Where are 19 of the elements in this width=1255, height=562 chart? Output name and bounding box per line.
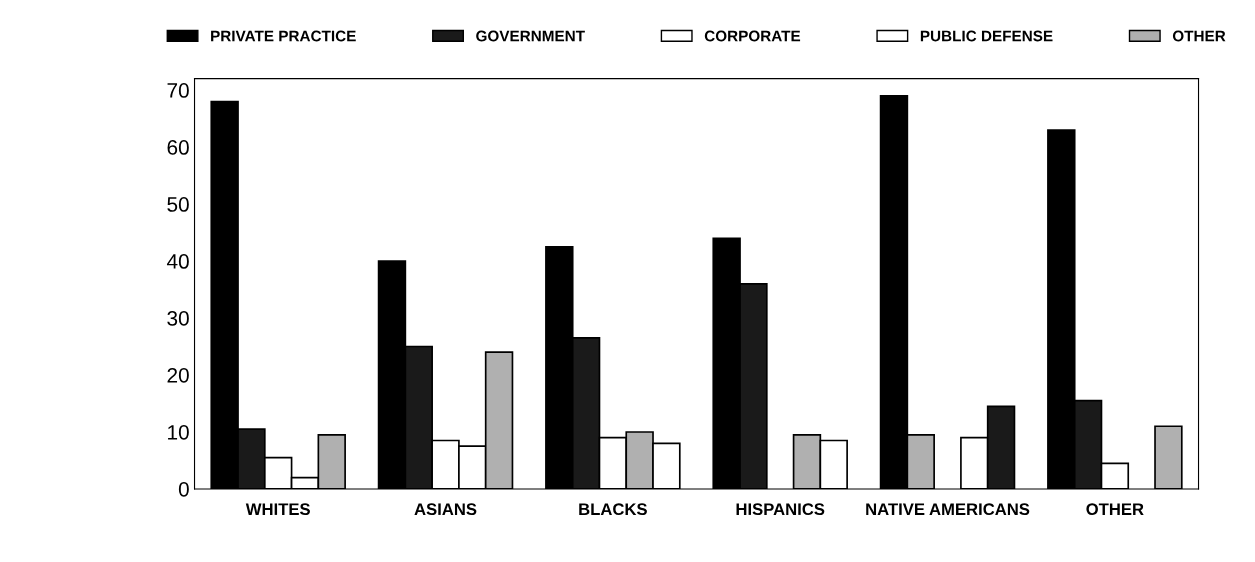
x-tick-label: OTHER xyxy=(1086,503,1144,516)
y-tick-label: 40 xyxy=(166,254,189,269)
x-tick-label: ASIANS xyxy=(414,503,477,516)
y-tick-label: 50 xyxy=(167,197,189,212)
x-tick-label: BLACKS xyxy=(579,503,647,516)
y-tick-label: 0 xyxy=(178,481,189,497)
x-tick-label: WHITES xyxy=(245,503,310,516)
x-tick-label: HISPANICS xyxy=(736,503,825,516)
legend-label: GOVERNMENT xyxy=(476,30,585,42)
y-tick-label: 30 xyxy=(167,311,189,326)
y-tick-label: 20 xyxy=(167,367,189,383)
legend-label: OTHER xyxy=(1172,30,1226,42)
y-tick-label: 60 xyxy=(167,140,189,155)
legend-label: CORPORATE xyxy=(704,30,801,42)
y-tick-label: 10 xyxy=(168,424,189,440)
legend-label: PUBLIC DEFENSE xyxy=(920,30,1053,42)
x-tick-label: NATIVE AMERICANS xyxy=(866,503,1030,516)
legend-label: PRIVATE PRACTICE xyxy=(211,30,356,42)
y-tick-label: 70 xyxy=(167,83,189,98)
